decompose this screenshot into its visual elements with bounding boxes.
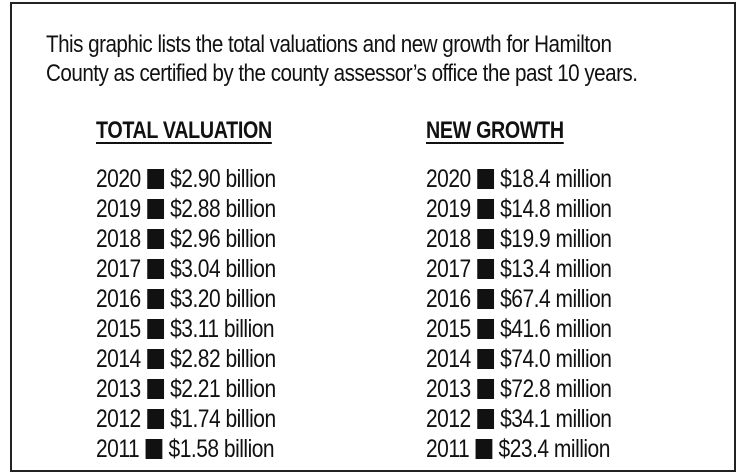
value-label: $14.8 million — [500, 194, 612, 223]
total-valuation-row: 2020 $2.90 billion — [96, 164, 276, 194]
new-growth-row: 2017 $13.4 million — [426, 254, 612, 284]
square-bullet-icon — [477, 289, 495, 309]
year-label: 2014 — [426, 344, 471, 373]
year-label: 2017 — [426, 254, 471, 283]
total-valuation-row: 2017 $3.04 billion — [96, 254, 276, 284]
new-growth-row: 2016 $67.4 million — [426, 284, 612, 314]
new-growth-row: 2015 $41.6 million — [426, 314, 612, 344]
year-label: 2012 — [426, 404, 471, 433]
total-valuation-row: 2014 $2.82 billion — [96, 344, 276, 374]
new-growth-row: 2014 $74.0 million — [426, 344, 612, 374]
year-label: 2013 — [426, 374, 471, 403]
value-label: $23.4 million — [498, 434, 611, 463]
value-label: $2.90 billion — [170, 164, 276, 193]
year-label: 2017 — [96, 254, 141, 283]
total-valuation-column: TOTAL VALUATION 2020 $2.90 billion 2019 $2.… — [96, 116, 310, 464]
total-valuation-row: 2015 $3.11 billion — [96, 314, 276, 344]
square-bullet-icon — [477, 319, 495, 339]
value-label: $3.11 billion — [170, 314, 275, 343]
square-bullet-icon — [147, 199, 165, 219]
year-label: 2020 — [426, 164, 471, 193]
square-bullet-icon — [147, 259, 165, 279]
square-bullet-icon — [147, 379, 165, 399]
value-label: $2.82 billion — [170, 344, 276, 373]
year-label: 2015 — [426, 314, 471, 343]
value-label: $18.4 million — [500, 164, 612, 193]
total-valuation-row: 2016 $3.20 billion — [96, 284, 276, 314]
graphic-frame: This graphic lists the total valuations … — [10, 2, 736, 472]
year-label: 2014 — [96, 344, 141, 373]
total-valuation-row: 2012 $1.74 billion — [96, 404, 276, 434]
square-bullet-icon — [145, 439, 163, 459]
square-bullet-icon — [477, 199, 495, 219]
new-growth-row: 2020 $18.4 million — [426, 164, 612, 194]
value-label: $1.74 billion — [170, 404, 276, 433]
value-label: $3.20 billion — [170, 284, 276, 313]
total-valuation-row: 2013 $2.21 billion — [96, 374, 276, 404]
year-label: 2019 — [96, 194, 141, 223]
square-bullet-icon — [147, 289, 165, 309]
square-bullet-icon — [147, 319, 165, 339]
year-label: 2011 — [426, 434, 470, 463]
new-growth-row: 2012 $34.1 million — [426, 404, 612, 434]
square-bullet-icon — [477, 349, 495, 369]
total-valuation-heading: TOTAL VALUATION — [96, 117, 272, 144]
value-label: $3.04 billion — [170, 254, 276, 283]
year-label: 2015 — [96, 314, 141, 343]
square-bullet-icon — [477, 229, 495, 249]
total-valuation-row: 2018 $2.96 billion — [96, 224, 276, 254]
year-label: 2019 — [426, 194, 471, 223]
square-bullet-icon — [477, 379, 495, 399]
value-label: $2.88 billion — [170, 194, 276, 223]
year-label: 2016 — [426, 284, 471, 313]
year-label: 2018 — [96, 224, 141, 253]
new-growth-list: 2020 $18.4 million 2019 $14.8 million 2018 $1… — [426, 164, 647, 464]
year-label: 2011 — [96, 434, 140, 463]
total-valuation-list: 2020 $2.90 billion 2019 $2.88 billion 2018 $2… — [96, 164, 310, 464]
value-label: $1.58 billion — [168, 434, 275, 463]
square-bullet-icon — [477, 169, 495, 189]
new-growth-row: 2011 $23.4 million — [426, 434, 611, 464]
new-growth-heading: NEW GROWTH — [426, 117, 564, 144]
intro-line-1: This graphic lists the total valuations … — [46, 31, 612, 58]
new-growth-column: NEW GROWTH 2020 $18.4 million 2019 $14.8 mi… — [426, 116, 647, 464]
intro-line-2: County as certified by the county assess… — [46, 60, 638, 87]
square-bullet-icon — [475, 439, 493, 459]
year-label: 2012 — [96, 404, 141, 433]
new-growth-row: 2018 $19.9 million — [426, 224, 612, 254]
square-bullet-icon — [147, 229, 165, 249]
year-label: 2020 — [96, 164, 141, 193]
new-growth-row: 2013 $72.8 million — [426, 374, 612, 404]
value-label: $2.96 billion — [170, 224, 276, 253]
value-label: $2.21 billion — [170, 374, 276, 403]
square-bullet-icon — [147, 169, 165, 189]
year-label: 2018 — [426, 224, 471, 253]
total-valuation-row: 2011 $1.58 billion — [96, 434, 276, 464]
value-label: $41.6 million — [500, 314, 612, 343]
value-label: $34.1 million — [500, 404, 612, 433]
value-label: $13.4 million — [500, 254, 612, 283]
value-label: $67.4 million — [500, 284, 612, 313]
square-bullet-icon — [477, 259, 495, 279]
square-bullet-icon — [147, 349, 165, 369]
year-label: 2013 — [96, 374, 141, 403]
square-bullet-icon — [147, 409, 165, 429]
value-label: $74.0 million — [500, 344, 612, 373]
value-label: $72.8 million — [500, 374, 612, 403]
year-label: 2016 — [96, 284, 141, 313]
new-growth-row: 2019 $14.8 million — [426, 194, 612, 224]
total-valuation-row: 2019 $2.88 billion — [96, 194, 276, 224]
square-bullet-icon — [477, 409, 495, 429]
value-label: $19.9 million — [500, 224, 612, 253]
intro-text: This graphic lists the total valuations … — [46, 30, 639, 88]
